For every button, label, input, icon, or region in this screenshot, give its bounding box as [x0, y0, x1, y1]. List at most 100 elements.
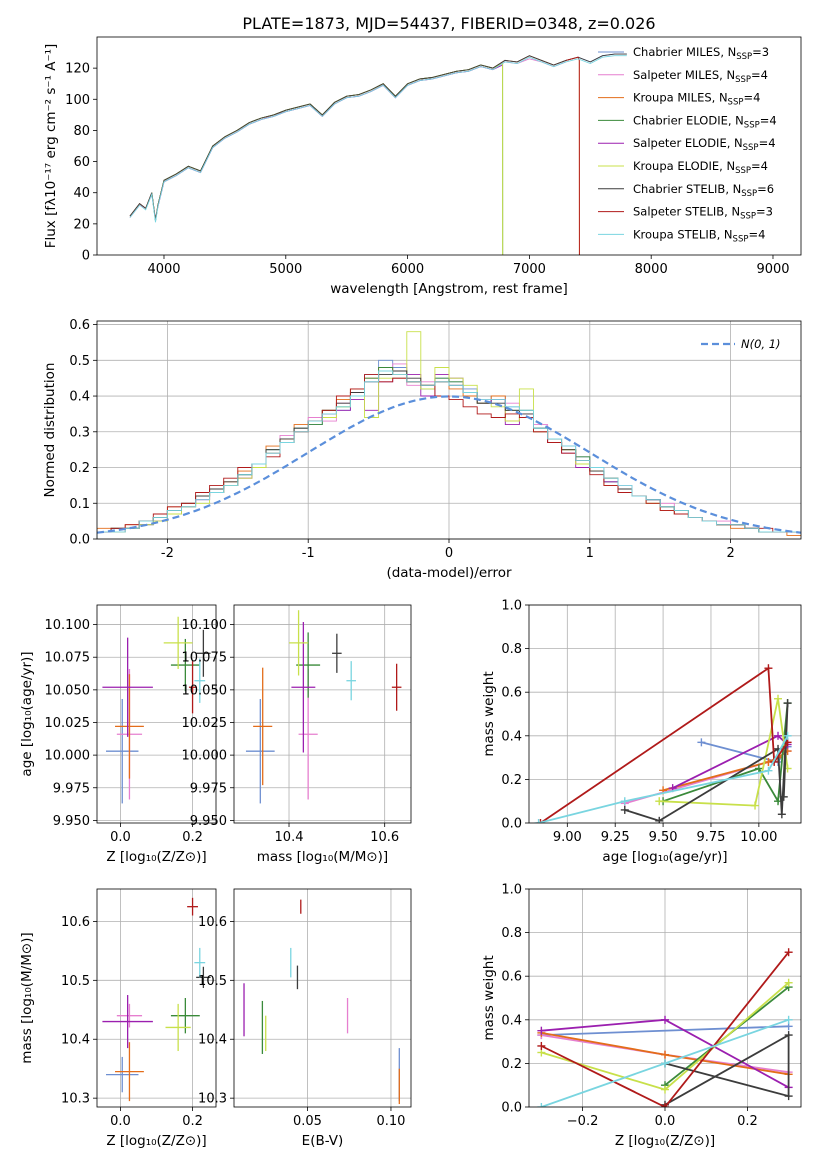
legend-suffix: =4 [751, 159, 768, 173]
plus-marker [784, 948, 793, 957]
spectrum-line [151, 62, 504, 255]
x-axis-label: age [log₁₀(age/yr)] [602, 849, 727, 865]
spectrum-line [565, 56, 580, 255]
y-tick-label: 0.6 [501, 970, 522, 985]
plus-marker [697, 738, 706, 747]
y-tick-label: 10.4 [198, 1033, 227, 1048]
x-axis-label: E(B-V) [302, 1133, 344, 1149]
error-cross [106, 698, 139, 804]
y-tick-label: 1.0 [501, 883, 522, 898]
weight-line [541, 1025, 789, 1036]
x-tick-label: 0.05 [293, 1114, 322, 1129]
legend: Chabrier MILES, N SSP =3 Salpeter MILES, NS… [598, 45, 777, 244]
legend-label: Kroupa ELODIE, N [633, 159, 735, 173]
y-tick-label: 10.075 [182, 651, 228, 666]
weight-line [662, 703, 789, 805]
y-tick-label: 10.025 [182, 716, 228, 731]
axes-frame [96, 604, 217, 824]
y-tick-label: 10.6 [198, 915, 227, 930]
x-axis-label: mass [log₁₀(M/M⊙)] [257, 849, 388, 865]
error-cross [165, 1003, 191, 1052]
plus-marker [783, 699, 792, 708]
legend-label: Kroupa STELIB, N [633, 227, 733, 241]
legend-label: Kroupa MILES, N [633, 91, 728, 105]
weight-line [624, 703, 789, 822]
legend-suffix: =3 [756, 205, 773, 219]
y-tick-label: 0.4 [501, 729, 522, 744]
y-tick-label: 0.0 [501, 1101, 522, 1116]
x-tick-label: 0.10 [376, 1114, 405, 1129]
y-tick-label: 0.8 [501, 642, 522, 657]
chart-weight-vs-age: 9.00 9.25 9.50 9.75 10.00 0.0 0.2 0.4 0.6 0.8 1.0 a… [481, 599, 802, 865]
x-tick-label: 4000 [147, 262, 180, 277]
legend-label: Chabrier MILES, N [633, 45, 736, 59]
y-tick-label: 9.975 [53, 781, 90, 796]
plot-area [245, 610, 402, 804]
y-tick-label: 60 [73, 155, 90, 170]
error-cross [106, 1056, 139, 1093]
legend-subscript: SSP [728, 98, 744, 108]
x-tick-label: 9000 [756, 262, 789, 277]
plot-area [102, 616, 211, 804]
x-tick-label: 9.00 [553, 830, 582, 845]
gaussian-curve [97, 395, 801, 534]
y-tick-label: 10.3 [61, 1092, 90, 1107]
legend-entry: Salpeter MILES, NSSP=4 [633, 68, 768, 85]
grid [97, 321, 801, 540]
y-tick-label: 10.025 [45, 716, 91, 731]
y-tick-label: 0.6 [501, 686, 522, 701]
legend-subscript: SSP [741, 189, 757, 199]
legend-suffix: =4 [743, 91, 760, 105]
error-cross [346, 661, 356, 701]
y-axis-label: Flux [fλ10⁻¹⁷ erg cm⁻² s⁻¹ A⁻¹] [43, 44, 59, 249]
y-tick-label: 0.4 [501, 1013, 522, 1028]
error-cross [188, 661, 197, 714]
plus-marker [784, 1031, 793, 1040]
y-axis-label: mass [log₁₀(M/M⊙)] [19, 932, 35, 1063]
plus-marker [536, 819, 545, 823]
y-tick-label: 0.0 [69, 533, 90, 548]
axes-frame [528, 604, 802, 824]
legend-suffix: =6 [757, 182, 774, 196]
legend-entry: Chabrier STELIB, NSSP=6 [633, 182, 774, 199]
weight-line [538, 735, 789, 823]
plus-marker [784, 1092, 793, 1101]
x-tick-label: 0.0 [655, 1114, 676, 1129]
legend-suffix: =4 [760, 113, 777, 127]
x-tick-label: 0.2 [737, 1114, 758, 1129]
y-axis-label: mass weight [481, 955, 497, 1040]
y-tick-label: 10.050 [45, 683, 91, 698]
x-tick-label: 0.0 [110, 830, 131, 845]
x-axis-label: wavelength [Angstrom, rest frame] [330, 281, 568, 297]
x-tick-label: -1 [302, 546, 315, 561]
plus-marker [620, 805, 629, 814]
plus-marker [764, 664, 773, 673]
plus-marker [537, 1041, 546, 1050]
y-tick-label: 100 [65, 93, 90, 108]
x-tick-label: 5000 [269, 262, 302, 277]
y-tick-label: 9.950 [190, 814, 227, 829]
y-tick-label: 9.975 [190, 781, 227, 796]
error-cross [163, 616, 193, 669]
y-tick-label: 0.4 [69, 390, 90, 405]
error-cross [391, 663, 402, 711]
y-tick-label: 0.8 [501, 926, 522, 941]
y-tick-label: 0.2 [501, 1057, 522, 1072]
legend-entry: Kroupa STELIB, NSSP=4 [633, 227, 765, 244]
chart-spectrum: 4000 5000 6000 7000 8000 9000 0 20 40 60 80 100 120 w… [43, 36, 802, 297]
axes-frame [233, 604, 412, 824]
histogram-step [97, 374, 801, 539]
error-cross [194, 658, 206, 703]
legend-label: Salpeter ELODIE, N [633, 136, 743, 150]
x-tick-label: 2 [726, 546, 734, 561]
plus-marker [784, 978, 793, 987]
plot-area [534, 664, 792, 823]
y-tick-label: 10.075 [45, 651, 91, 666]
error-cross [196, 629, 211, 677]
x-axis-label: (data-model)/error [386, 565, 512, 581]
histogram-step [97, 370, 801, 539]
weight-line [541, 951, 790, 1107]
y-axis-label: age [log₁₀(age/yr)] [19, 651, 35, 776]
x-tick-label: -2 [161, 546, 174, 561]
